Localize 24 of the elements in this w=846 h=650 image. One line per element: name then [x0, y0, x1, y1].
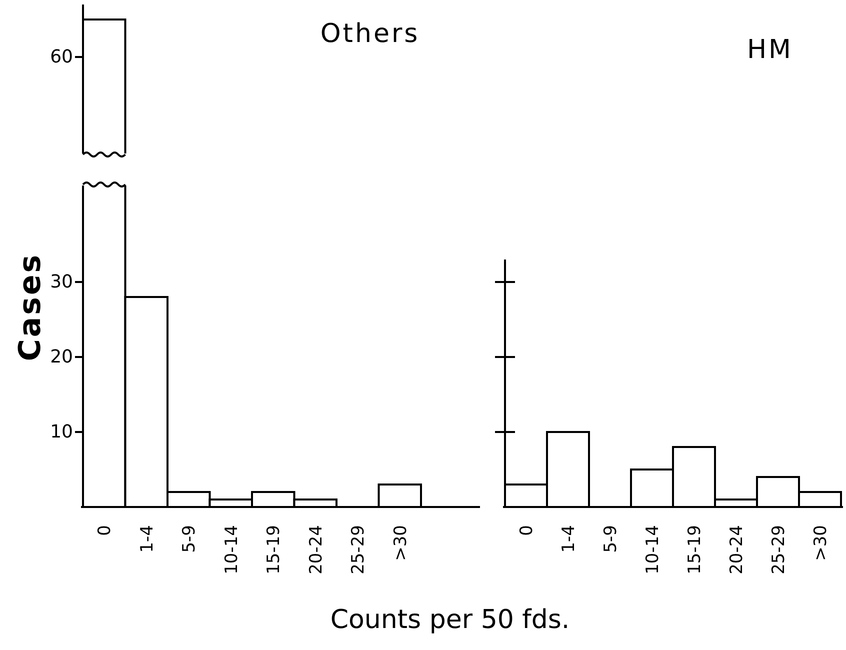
y-axis-title: Cases [13, 252, 48, 362]
x-tick-label: >30 [390, 525, 411, 561]
x-tick-label: >30 [811, 525, 831, 561]
x-tick-label: 10-14 [222, 525, 242, 574]
y-tick-label: 60 [50, 46, 73, 68]
y-tick-label: 10 [50, 422, 73, 442]
x-tick-label: 20-24 [306, 525, 326, 574]
x-tick-label: 5-9 [601, 525, 621, 553]
x-tick-label: 10-14 [643, 525, 663, 574]
x-tick-label: 1-4 [137, 525, 158, 553]
y-tick-label: 20 [50, 346, 73, 368]
x-tick-label: 0 [95, 525, 116, 536]
chart-title: HM [747, 35, 793, 65]
text: Others [320, 19, 420, 49]
x-tick-label: 25-29 [769, 525, 789, 574]
x-tick-label: 25-29 [348, 525, 369, 574]
x-tick-label: 20-24 [727, 525, 747, 574]
y-tick-label: 30 [50, 272, 73, 292]
x-tick-label: 1-4 [559, 525, 579, 553]
x-tick-label: 5-9 [180, 525, 200, 553]
x-tick-label: 15-19 [264, 525, 284, 574]
x-tick-label: 0 [517, 525, 537, 536]
x-tick-label: 15-19 [685, 525, 705, 574]
x-axis-title: Counts per 50 fds. [330, 605, 570, 635]
